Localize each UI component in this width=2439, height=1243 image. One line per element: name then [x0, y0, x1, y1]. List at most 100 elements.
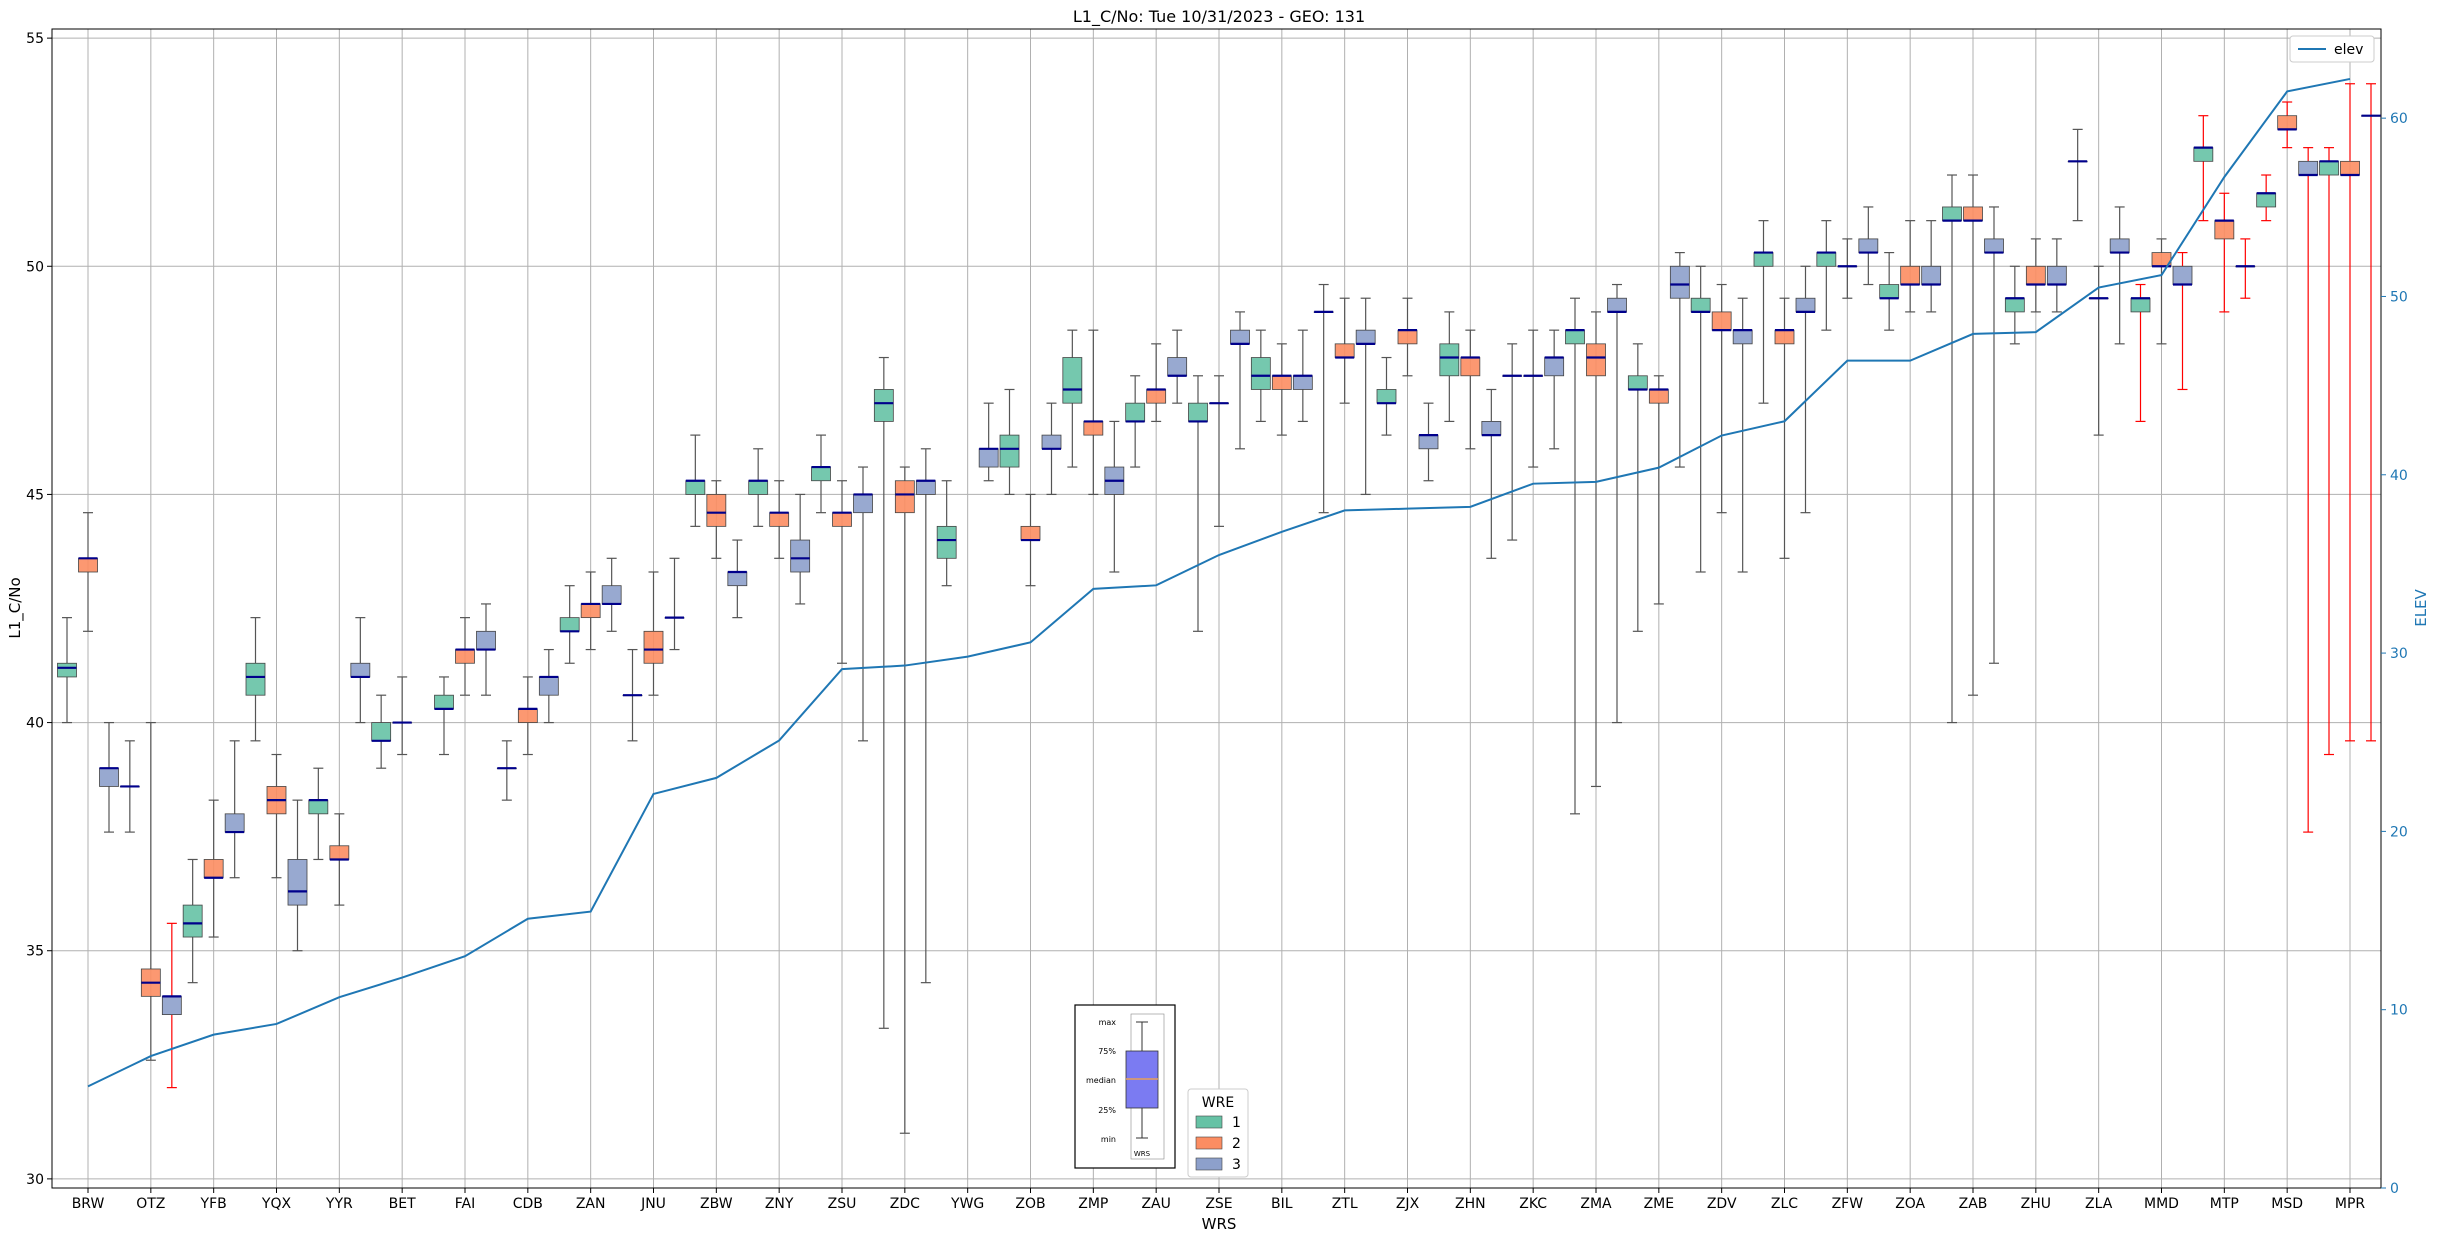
box-zhu-wre2-iqr-box — [2025, 265, 2046, 285]
x-tick-label-mtp: MTP — [2210, 1196, 2239, 1212]
x-tick-label-bil: BIL — [1271, 1196, 1293, 1212]
box-brw-wre3 — [99, 721, 119, 833]
box-mpr-wre3 — [2361, 83, 2381, 742]
box-zbw-wre2-iqr-box — [706, 494, 727, 527]
box-zsu-wre1 — [811, 434, 831, 514]
box-zlc-wre3 — [1795, 265, 1816, 514]
box-mtp-wre2 — [2214, 192, 2235, 313]
box-mpr-wre1-iqr-box — [2319, 160, 2339, 176]
box-zny-wre3-iqr-box — [790, 539, 811, 573]
x-tick-label-jnu: JNU — [640, 1196, 666, 1212]
box-jnu-wre3 — [664, 557, 685, 651]
box-zhu-wre3 — [2046, 238, 2067, 313]
box-ywg-wre1 — [936, 480, 957, 587]
box-otz-wre3 — [161, 922, 182, 1089]
key-label-0: max — [1099, 1018, 1117, 1027]
box-zbw-wre1-iqr-box — [685, 480, 706, 495]
box-zkc-wre1 — [1502, 343, 1523, 541]
box-zme-wre3-iqr-box — [1669, 265, 1690, 299]
box-zdc-wre1 — [873, 356, 894, 1029]
x-tick-label-ywg: YWG — [950, 1196, 984, 1212]
x-tick-label-zdc: ZDC — [890, 1196, 920, 1212]
box-zma-wre1 — [1565, 297, 1585, 815]
box-zdc-wre3-iqr-box — [915, 480, 936, 495]
y2-tick-label-30: 30 — [2390, 646, 2408, 662]
x-tick-label-zbw: ZBW — [700, 1196, 733, 1212]
box-zmp-wre2 — [1083, 329, 1104, 496]
x-tick-label-zjx: ZJX — [1396, 1196, 1420, 1212]
legend-elev: elev — [2289, 35, 2375, 63]
box-ztl-wre3-iqr-box — [1355, 329, 1376, 345]
box-zlc-wre1-iqr-box — [1753, 252, 1774, 267]
box-jnu-wre2 — [643, 571, 664, 696]
box-zsu-wre1-iqr-box — [811, 466, 831, 482]
x-tick-label-yfb: YFB — [200, 1196, 227, 1212]
chart-title: L1_C/No: Tue 10/31/2023 - GEO: 131 — [1073, 7, 1365, 27]
box-msd-wre3 — [2298, 147, 2319, 833]
box-yqx-wre3-iqr-box — [287, 859, 308, 906]
box-zmp-wre3 — [1104, 420, 1125, 573]
box-zjx-wre1-iqr-box — [1376, 389, 1397, 404]
key-label-4: min — [1101, 1135, 1116, 1144]
box-zsu-wre2 — [832, 480, 852, 664]
box-zhu-wre1 — [2004, 265, 2025, 345]
box-mmd-wre3 — [2172, 251, 2193, 391]
plot-frame — [51, 28, 2382, 1189]
box-yfb-wre3 — [224, 740, 245, 879]
box-mmd-wre2 — [2151, 238, 2172, 345]
box-zhn-wre1 — [1439, 311, 1460, 423]
box-yfb-wre3-iqr-box — [224, 813, 245, 833]
box-zab-wre3 — [1984, 206, 2004, 664]
x-tick-label-zlc: ZLC — [1771, 1196, 1798, 1212]
box-mmd-wre1-iqr-box — [2130, 297, 2151, 313]
box-jnu-wre1 — [622, 648, 643, 742]
box-brw-wre2-iqr-box — [78, 557, 98, 573]
box-ywg-wre3-iqr-box — [978, 448, 999, 468]
box-yyr-wre3-iqr-box — [350, 662, 371, 678]
box-zdc-wre2 — [894, 466, 915, 1134]
box-mtp-wre3 — [2235, 238, 2256, 299]
box-zbw-wre3-iqr-box — [727, 571, 748, 587]
box-zdc-wre3 — [915, 448, 936, 984]
box-zlc-wre2-iqr-box — [1774, 329, 1795, 345]
box-fai-wre2-iqr-box — [455, 649, 475, 664]
box-zbw-wre2 — [706, 480, 727, 559]
box-fai-wre3 — [476, 603, 496, 696]
box-zlc-wre2 — [1774, 297, 1795, 559]
box-ywg-wre3 — [978, 402, 999, 482]
box-zdc-wre1-iqr-box — [873, 389, 894, 422]
box-cdb-wre3 — [538, 648, 559, 724]
box-zoa-wre3 — [1921, 220, 1942, 313]
box-fai-wre3-iqr-box — [476, 630, 496, 650]
box-cdb-wre2-iqr-box — [517, 708, 538, 723]
legend-wre-title: WRE — [1202, 1095, 1234, 1111]
x-tick-label-brw: BRW — [72, 1196, 105, 1212]
box-zfw-wre3-iqr-box — [1858, 238, 1879, 253]
box-zme-wre2-iqr-box — [1648, 389, 1669, 404]
box-mtp-wre2-iqr-box — [2214, 220, 2235, 240]
box-zob-wre1-iqr-box — [999, 434, 1020, 468]
elev-series-line — [87, 77, 2351, 1088]
x-tick-label-bet: BET — [389, 1196, 416, 1212]
y-tick-label-30: 30 — [26, 1172, 44, 1188]
box-yqx-wre1-iqr-box — [245, 662, 266, 696]
box-brw-wre1-iqr-box — [57, 662, 77, 678]
box-ztl-wre2-iqr-box — [1334, 343, 1355, 358]
box-zfw-wre3 — [1858, 206, 1879, 286]
x-tick-label-zab: ZAB — [1959, 1196, 1988, 1212]
box-zlc-wre1 — [1753, 220, 1774, 404]
box-zob-wre2-iqr-box — [1020, 525, 1041, 541]
box-bil-wre3 — [1292, 329, 1313, 423]
box-mmd-wre1 — [2130, 283, 2151, 423]
box-zme-wre1 — [1627, 343, 1648, 632]
x-tick-label-zob: ZOB — [1015, 1196, 1045, 1212]
box-zhu-wre3-iqr-box — [2046, 265, 2067, 285]
box-zjx-wre2 — [1397, 297, 1418, 377]
legend-wre-swatch-1 — [1195, 1115, 1223, 1129]
box-zma-wre2 — [1586, 311, 1606, 788]
y2-tick-label-50: 50 — [2390, 289, 2408, 305]
x-tick-label-mpr: MPR — [2335, 1196, 2366, 1212]
box-series — [57, 83, 2381, 1134]
x-tick-label-zla: ZLA — [2085, 1196, 2113, 1212]
